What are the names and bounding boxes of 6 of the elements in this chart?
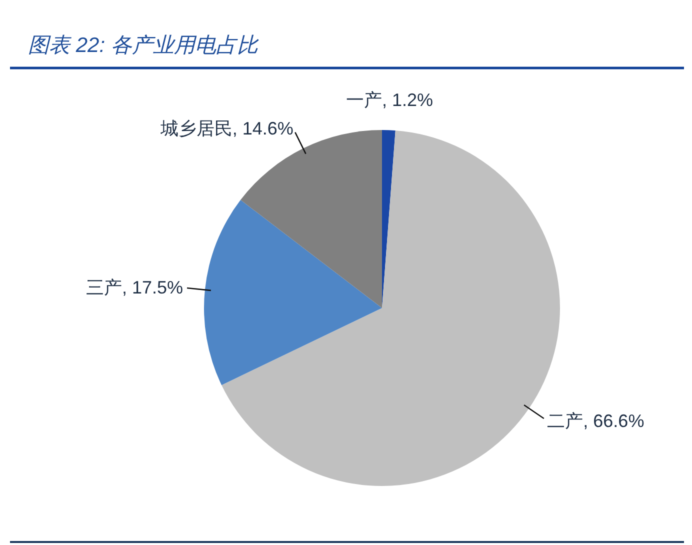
slice-label: 三产, 17.5%: [86, 278, 184, 298]
pie-slice: [204, 200, 382, 386]
chart-title: 图表 22: 各产业用电占比: [28, 34, 259, 57]
slice-label: 一产, 1.2%: [346, 90, 434, 110]
slice-label: 城乡居民, 14.6%: [159, 118, 294, 139]
slice-label: 二产, 66.6%: [547, 410, 644, 431]
